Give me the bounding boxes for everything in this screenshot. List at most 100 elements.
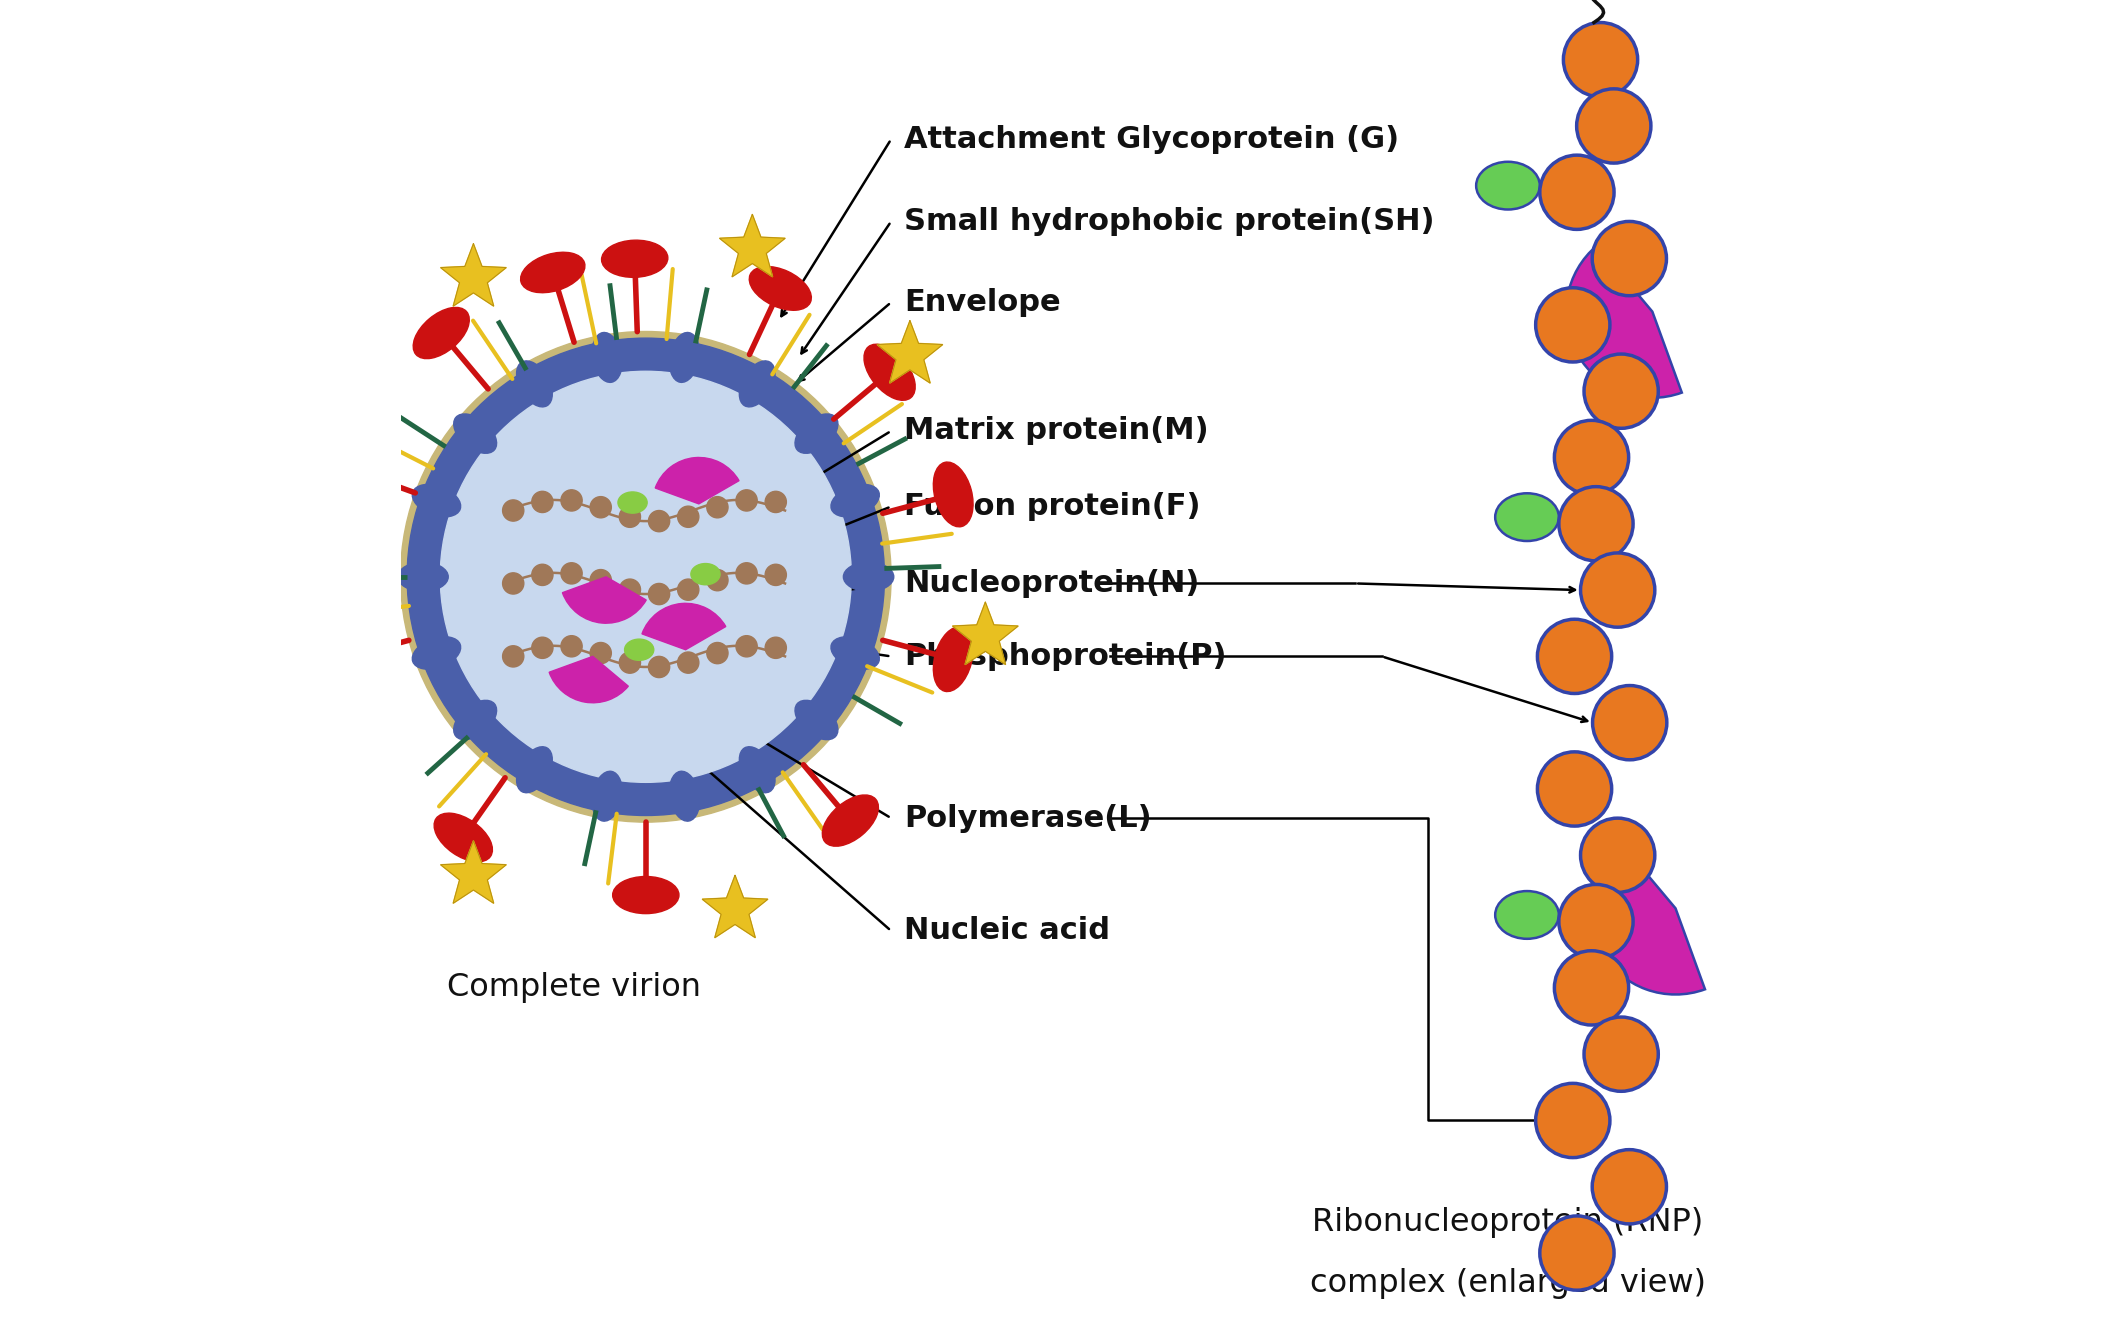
Polygon shape [274,602,338,664]
Wedge shape [1589,842,1706,994]
Circle shape [649,583,670,605]
Circle shape [1538,752,1612,826]
Wedge shape [1565,245,1682,398]
Wedge shape [642,603,725,650]
Circle shape [440,371,851,782]
Ellipse shape [453,700,496,740]
Text: complex (enlarged view): complex (enlarged view) [1310,1268,1706,1299]
Polygon shape [440,841,506,903]
Ellipse shape [823,796,878,846]
Polygon shape [702,875,768,937]
Ellipse shape [670,772,700,821]
Ellipse shape [1495,493,1559,541]
Ellipse shape [795,414,838,453]
Ellipse shape [521,252,585,293]
Ellipse shape [613,876,679,914]
Ellipse shape [453,414,496,453]
Circle shape [1593,1150,1665,1224]
Polygon shape [440,244,506,306]
Ellipse shape [691,564,721,585]
Circle shape [619,507,640,528]
Ellipse shape [619,492,647,513]
Wedge shape [655,457,738,504]
Circle shape [1593,221,1665,296]
Ellipse shape [325,436,368,500]
Text: Phosphoprotein(P): Phosphoprotein(P) [904,642,1227,671]
Text: Nucleic acid: Nucleic acid [904,916,1110,945]
Ellipse shape [625,639,653,660]
Polygon shape [719,215,785,277]
Ellipse shape [1476,162,1540,210]
Circle shape [532,638,553,659]
Circle shape [1555,420,1629,495]
Text: Matrix protein(M): Matrix protein(M) [904,416,1208,446]
Circle shape [1536,288,1610,362]
Circle shape [532,492,553,513]
Wedge shape [562,577,647,623]
Circle shape [400,332,891,822]
Ellipse shape [398,562,449,591]
Ellipse shape [1495,891,1559,939]
Ellipse shape [670,333,700,382]
Text: Polymerase(L): Polymerase(L) [904,804,1153,833]
Circle shape [1559,884,1634,959]
Circle shape [619,579,640,601]
Ellipse shape [832,484,878,517]
Ellipse shape [740,747,774,793]
Circle shape [502,646,523,667]
Polygon shape [300,396,366,459]
Circle shape [562,489,583,511]
Polygon shape [876,321,942,383]
Wedge shape [549,656,627,703]
Ellipse shape [844,562,893,591]
Circle shape [736,489,757,511]
Text: Small hydrophobic protein(SH): Small hydrophobic protein(SH) [904,207,1436,236]
Ellipse shape [413,484,462,517]
Circle shape [532,565,553,586]
Circle shape [679,507,700,528]
Circle shape [706,643,727,664]
Ellipse shape [413,636,462,670]
Circle shape [502,500,523,521]
Circle shape [1540,155,1614,229]
Circle shape [679,652,700,674]
Ellipse shape [517,361,553,407]
Circle shape [1563,23,1638,97]
Circle shape [1580,553,1655,627]
Circle shape [649,656,670,678]
Circle shape [1593,686,1668,760]
Text: Fusion protein(F): Fusion protein(F) [904,492,1202,521]
Circle shape [1585,1017,1659,1091]
Text: Nucleoprotein(N): Nucleoprotein(N) [904,569,1200,598]
Text: Complete virion: Complete virion [447,972,702,1004]
Circle shape [562,635,583,656]
Ellipse shape [591,333,621,382]
Ellipse shape [832,636,878,670]
Circle shape [736,635,757,656]
Ellipse shape [934,461,972,526]
Ellipse shape [434,813,493,862]
Circle shape [1540,1216,1614,1290]
Ellipse shape [602,240,668,277]
Ellipse shape [795,700,838,740]
Circle shape [736,562,757,583]
Circle shape [589,497,610,518]
Text: Ribonucleoprotein (RNP): Ribonucleoprotein (RNP) [1312,1207,1704,1238]
Circle shape [1580,818,1655,892]
Ellipse shape [740,361,774,407]
Circle shape [706,570,727,591]
Text: Attachment Glycoprotein (G): Attachment Glycoprotein (G) [904,125,1400,154]
Circle shape [589,570,610,591]
Circle shape [766,638,787,659]
Polygon shape [953,602,1019,664]
Circle shape [589,643,610,664]
Ellipse shape [864,345,915,400]
Circle shape [502,573,523,594]
Ellipse shape [591,772,621,821]
Text: Envelope: Envelope [904,288,1061,317]
Ellipse shape [517,747,553,793]
Circle shape [766,565,787,586]
Circle shape [406,338,885,815]
Circle shape [1559,487,1634,561]
Circle shape [679,579,700,601]
